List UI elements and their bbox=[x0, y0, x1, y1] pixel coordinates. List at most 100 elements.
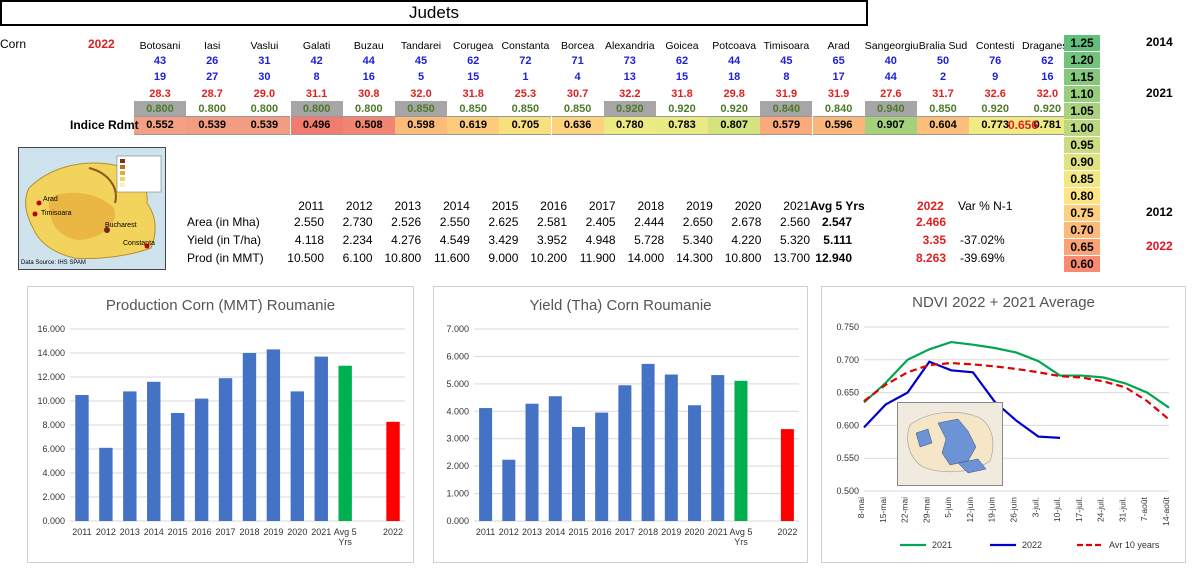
ndvi-inset-map-graphic bbox=[907, 412, 994, 474]
indice-value: 0.598 bbox=[395, 116, 447, 135]
indice-value: 0.539 bbox=[186, 116, 239, 135]
indice-value: 0.807 bbox=[708, 116, 761, 135]
year-label: 2022 bbox=[88, 37, 115, 51]
county-value-d: 0.850 bbox=[395, 101, 447, 117]
x-tick-label: 2017 bbox=[615, 527, 635, 537]
stats-year-header: 2016 bbox=[540, 199, 567, 213]
county-value-a: 26 bbox=[206, 55, 219, 67]
stats-row-label: Yield (in T/ha) bbox=[187, 233, 262, 247]
indice-total: 0.656 bbox=[1008, 118, 1039, 132]
county-value-c: 32.0 bbox=[410, 88, 432, 100]
county-value-a: 44 bbox=[728, 55, 741, 67]
bar bbox=[170, 413, 185, 521]
stats-cell: 10.200 bbox=[530, 251, 567, 265]
county-name: Alexandria bbox=[604, 40, 655, 52]
y-tick-label: 5.000 bbox=[446, 379, 469, 389]
production-chart-title: Production Corn (MMT) Roumanie bbox=[105, 297, 336, 314]
x-tick-label: 2015 bbox=[168, 527, 188, 537]
y-tick-label: 0.700 bbox=[836, 355, 859, 365]
county-value-a: 76 bbox=[989, 55, 1002, 67]
county-name: Contesti bbox=[975, 40, 1015, 52]
county-value-a: 42 bbox=[310, 55, 323, 67]
map-label-timisoara: Timisoara bbox=[41, 210, 72, 217]
x-tick-label: 2018 bbox=[638, 527, 658, 537]
stats-cell: 2.625 bbox=[488, 215, 519, 229]
x-tick-label: 2011 bbox=[72, 527, 91, 537]
county-value-c: 28.3 bbox=[149, 88, 171, 100]
x-tick-label: 2021 bbox=[708, 527, 728, 537]
county-value-c: 30.7 bbox=[566, 88, 589, 100]
stats-cell: 2.444 bbox=[634, 215, 665, 229]
stats-cur-cell: 2.466 bbox=[915, 215, 946, 229]
y-tick-label: 6.000 bbox=[446, 351, 469, 361]
county-value-c: 31.9 bbox=[827, 88, 850, 100]
bar bbox=[123, 391, 137, 521]
x-tick-label: 2015 bbox=[568, 527, 588, 537]
x-tick-label: 31-juil. bbox=[1117, 497, 1127, 522]
bar bbox=[641, 363, 655, 521]
y-tick-label: 2.000 bbox=[42, 492, 65, 502]
x-tick-label: Avg 5 bbox=[334, 527, 357, 537]
y-tick-label: 16.000 bbox=[37, 324, 65, 334]
county-value-c: 31.1 bbox=[305, 88, 328, 100]
scale-value: 1.25 bbox=[1064, 35, 1100, 51]
stats-cell: 5.728 bbox=[634, 233, 665, 247]
x-tick-label: Yrs bbox=[734, 537, 748, 547]
bar bbox=[502, 459, 516, 521]
x-tick-label: 17-juil. bbox=[1074, 497, 1084, 522]
county-value-d: 0.920 bbox=[1033, 103, 1062, 115]
x-tick-label: 2016 bbox=[592, 527, 612, 537]
county-value-d: 0.800 bbox=[250, 103, 279, 115]
bar bbox=[780, 429, 794, 521]
county-value-c: 29.0 bbox=[253, 88, 276, 100]
yield-chart: 0.000 1.000 2.000 3.000 4.000 5.000 6.000 7.000… bbox=[446, 324, 799, 547]
county-value-c: 31.7 bbox=[932, 88, 954, 100]
stats-cell: 2.581 bbox=[536, 215, 567, 229]
y-tick-label: 0.550 bbox=[836, 453, 859, 463]
county-name: Iasi bbox=[204, 40, 221, 52]
y-tick-label: 14.000 bbox=[37, 348, 65, 358]
county-name: Constanta bbox=[501, 40, 550, 52]
county-value-b: 19 bbox=[153, 71, 167, 83]
scale-value: 1.15 bbox=[1064, 69, 1100, 85]
ndvi-chart: 0.500 0.550 0.600 0.650 0.700 0.750 8-mai 15-ma… bbox=[836, 322, 1171, 550]
stats-cell: 9.000 bbox=[488, 251, 519, 265]
county-value-d: 0.850 bbox=[563, 103, 592, 115]
x-tick-label: 24-juil. bbox=[1096, 497, 1106, 522]
stats-var-cell: -39.69% bbox=[960, 251, 1005, 265]
y-tick-label: 1.000 bbox=[446, 489, 469, 499]
y-tick-label: 6.000 bbox=[42, 444, 65, 454]
x-tick-label: 10-juil. bbox=[1052, 497, 1062, 522]
county-value-a: 45 bbox=[780, 55, 793, 67]
county-value-d: 0.840 bbox=[760, 101, 813, 117]
county-value-a: 62 bbox=[1041, 55, 1054, 67]
x-tick-label: 2014 bbox=[144, 527, 164, 537]
stats-avg-cell: 5.111 bbox=[823, 233, 852, 247]
stats-cell: 4.118 bbox=[294, 233, 324, 247]
county-value-b: 17 bbox=[832, 71, 845, 83]
county-value-c: 32.0 bbox=[1036, 88, 1059, 100]
county-value-b: 16 bbox=[362, 71, 375, 83]
ndvi-chart-panel: NDVI 2022 + 2021 Average 0.500 0.550 0.600… bbox=[821, 286, 1186, 563]
county-name: Tandarei bbox=[400, 40, 442, 52]
x-tick-label: 2019 bbox=[263, 527, 283, 537]
indice-value: 0.496 bbox=[290, 116, 343, 135]
stats-year-header: 2017 bbox=[588, 199, 616, 213]
stats-cell: 2.550 bbox=[439, 215, 470, 229]
county-value-d: 0.920 bbox=[603, 101, 656, 117]
y-tick-label: 0.500 bbox=[836, 486, 859, 496]
indice-value: 0.539 bbox=[238, 116, 291, 135]
county-value-b: 13 bbox=[623, 71, 636, 83]
county-value-b: 1 bbox=[522, 71, 529, 83]
county-value-d: 0.920 bbox=[981, 103, 1009, 115]
scale-marker-label: 2014 bbox=[1146, 35, 1173, 49]
series-line bbox=[863, 360, 1061, 439]
bar bbox=[479, 408, 493, 521]
county-value-d: 0.920 bbox=[720, 103, 748, 115]
bar bbox=[218, 378, 233, 521]
bar bbox=[688, 405, 702, 521]
x-tick-label: 26-juin bbox=[1009, 497, 1019, 523]
county-name: Draganesti bbox=[1022, 40, 1073, 52]
y-tick-label: 10.000 bbox=[37, 396, 65, 406]
stats-cur-cell: 8.263 bbox=[915, 251, 946, 265]
